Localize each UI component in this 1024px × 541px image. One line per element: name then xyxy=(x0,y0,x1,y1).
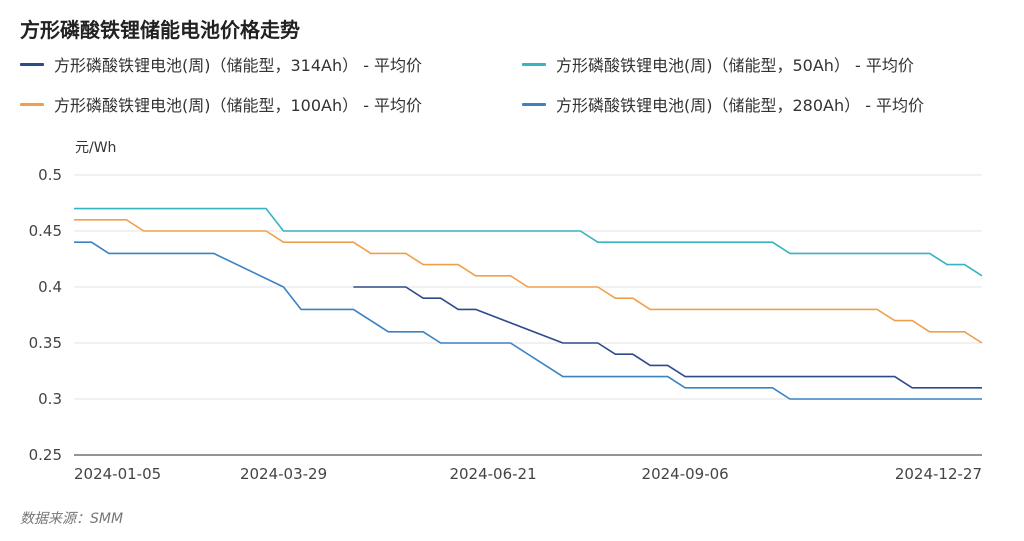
legend-swatch-280ah xyxy=(522,102,546,106)
y-tick-label: 0.4 xyxy=(38,278,62,296)
x-tick-label: 2024-03-29 xyxy=(240,465,327,483)
legend-swatch-100ah xyxy=(20,102,44,106)
chart-title: 方形磷酸铁锂储能电池价格走势 xyxy=(20,18,300,42)
x-tick-label: 2024-09-06 xyxy=(642,465,729,483)
y-tick-label: 0.45 xyxy=(29,222,62,240)
legend-item-280ah[interactable]: 方形磷酸铁锂电池(周)（储能型，280Ah） - 平均价 xyxy=(522,92,924,116)
series-line-50ah[interactable] xyxy=(74,207,983,277)
grid xyxy=(74,174,982,456)
legend-item-100ah[interactable]: 方形磷酸铁锂电池(周)（储能型，100Ah） - 平均价 xyxy=(20,92,422,116)
y-tick-label: 0.3 xyxy=(38,390,62,408)
x-axis: 2024-01-05 2024-03-29 2024-06-21 2024-09-06… xyxy=(74,465,982,483)
x-tick-label: 2024-12-27 xyxy=(895,465,982,483)
y-axis-unit: 元/Wh xyxy=(75,140,117,156)
y-tick-label: 0.35 xyxy=(29,334,62,352)
series-line-314ah[interactable] xyxy=(353,286,982,389)
data-source: 数据来源：SMM xyxy=(20,511,124,527)
y-tick-label: 0.5 xyxy=(38,166,62,184)
series-line-280ah[interactable] xyxy=(74,241,982,400)
legend-item-50ah[interactable]: 方形磷酸铁锂电池(周)（储能型，50Ah） - 平均价 xyxy=(522,52,914,76)
series-line-100ah[interactable] xyxy=(74,219,983,344)
legend-label-50ah: 方形磷酸铁锂电池(周)（储能型，50Ah） - 平均价 xyxy=(556,56,914,75)
y-axis: 0.5 0.45 0.4 0.35 0.3 0.25 xyxy=(29,166,62,464)
legend-item-314ah[interactable]: 方形磷酸铁锂电池(周)（储能型，314Ah） - 平均价 xyxy=(20,52,422,76)
series-lines xyxy=(74,207,983,400)
legend-swatch-50ah xyxy=(522,62,546,66)
x-tick-label: 2024-06-21 xyxy=(449,465,536,483)
x-tick-label: 2024-01-05 xyxy=(74,465,161,483)
legend-label-314ah: 方形磷酸铁锂电池(周)（储能型，314Ah） - 平均价 xyxy=(54,56,423,75)
legend: 方形磷酸铁锂电池(周)（储能型，314Ah） - 平均价 方形磷酸铁锂电池(周)… xyxy=(20,52,1020,132)
legend-label-100ah: 方形磷酸铁锂电池(周)（储能型，100Ah） - 平均价 xyxy=(54,96,423,115)
legend-label-280ah: 方形磷酸铁锂电池(周)（储能型，280Ah） - 平均价 xyxy=(556,96,925,115)
y-tick-label: 0.25 xyxy=(29,446,62,464)
legend-swatch-314ah xyxy=(20,62,44,66)
